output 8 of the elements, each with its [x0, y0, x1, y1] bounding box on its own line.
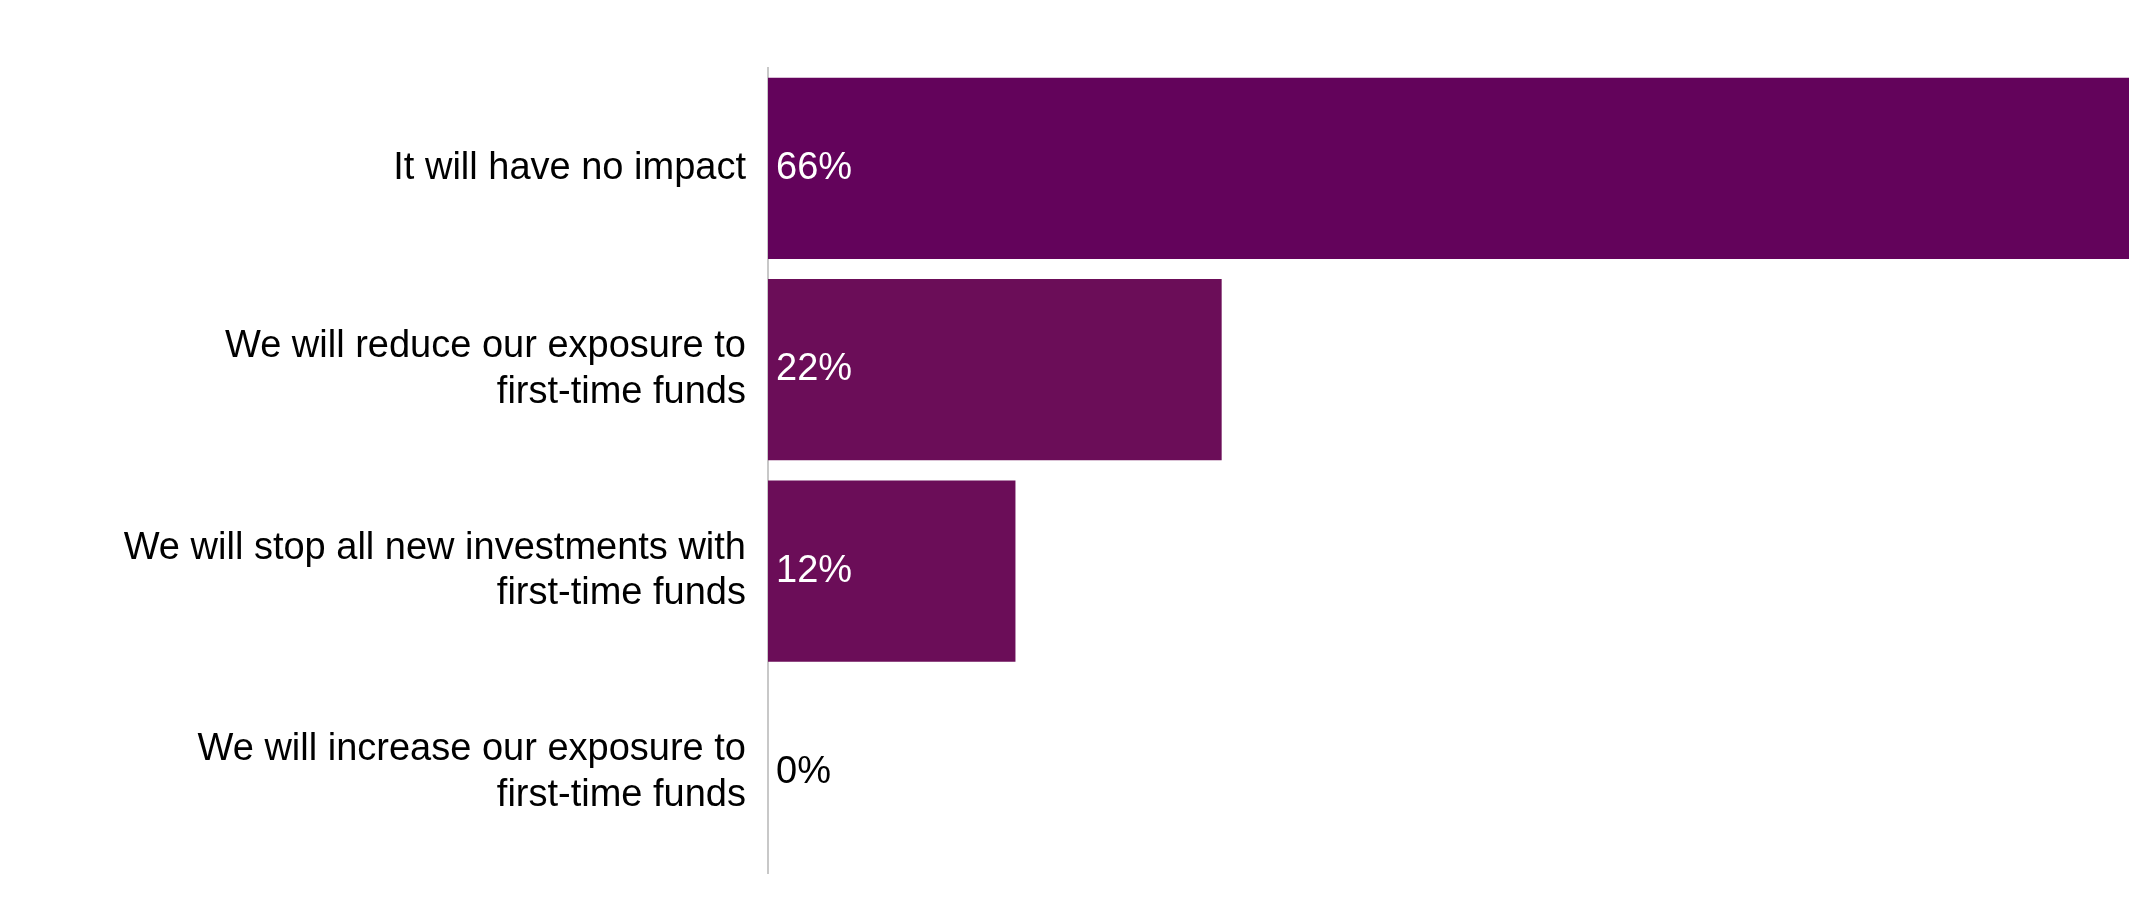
data-label: 22%: [776, 346, 853, 389]
data-label: 66%: [776, 144, 853, 187]
data-label: 12%: [776, 547, 853, 590]
data-label: 0%: [776, 748, 831, 791]
y-tick-label: We will reduce our exposure to first-time funds: [225, 323, 746, 411]
y-tick-label: We will increase our exposure to first-time funds: [197, 726, 746, 814]
y-tick-label: It will have no impact: [393, 144, 747, 187]
y-tick-label: We will stop all new investments with first-time funds: [123, 524, 746, 613]
